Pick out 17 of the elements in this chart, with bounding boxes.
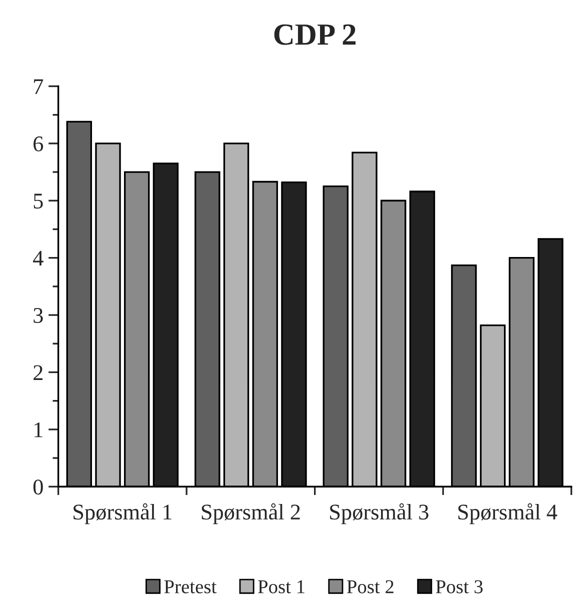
legend-label: Post 2 [346, 580, 394, 594]
x-tick-label: Spørsmål 1 [74, 503, 172, 524]
y-tick-label: 6 [34, 136, 44, 152]
legend-label: Post 3 [436, 580, 483, 594]
y-tick-label: 5 [34, 194, 43, 209]
y-tick-label: 2 [34, 365, 42, 380]
x-tick-label: Spørsmål 4 [458, 503, 558, 524]
y-tick-label: 4 [33, 250, 44, 266]
y-tick-label: 0 [33, 480, 43, 495]
y-tick-label: 3 [34, 308, 43, 323]
y-tick-label: 1 [34, 422, 42, 438]
y-tick-label: 7 [34, 79, 44, 94]
x-tick-label: Spørsmål 2 [202, 503, 300, 524]
x-tick-label: Spørsmål 3 [330, 503, 428, 524]
chart-title: CDP 2 [274, 24, 356, 45]
legend-label: Pretest [164, 580, 217, 594]
legend-label: Post 1 [258, 580, 304, 594]
